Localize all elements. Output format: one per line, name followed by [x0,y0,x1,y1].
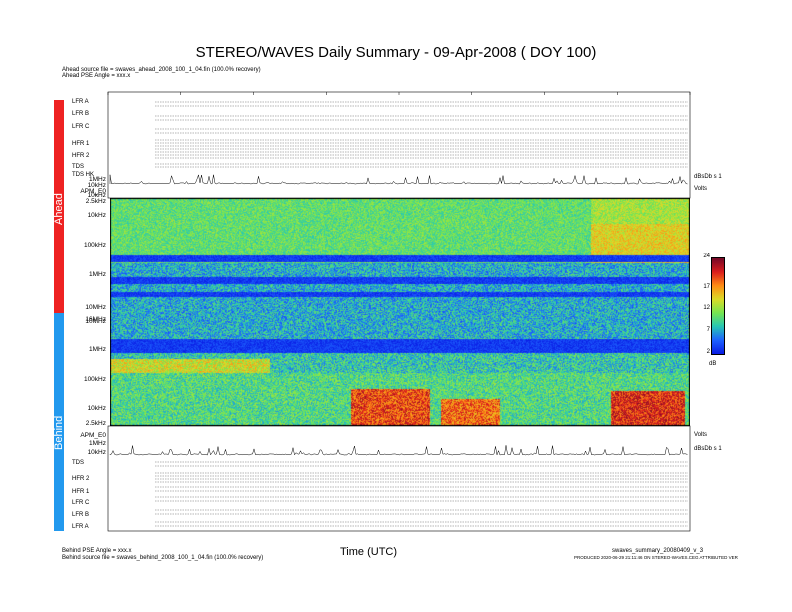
behind-freq-label: 1MHz [89,346,106,353]
ahead-pse-angle: Ahead PSE Angle = xxx.x [62,73,131,79]
ahead-row-label: LFR C [72,124,90,130]
ahead-freq-label: 2.5kHz [85,198,106,205]
behind-mini-label: APM_E0 [80,432,106,439]
ahead-row-label: LFR B [72,111,90,117]
behind-row-label: LFR C [72,500,90,506]
ahead-source-file: Ahead source file = swaves_ahead_2008_10… [62,67,261,73]
behind-row-label: TDS [72,460,84,466]
ahead-mini-label: 10kHz [87,182,106,189]
ahead-behind-spectrogram [110,198,690,426]
behind-mini-label: 10kHz [87,449,106,456]
behind-pse-angle: Behind PSE Angle = xxx.x [62,548,132,554]
colorbar-tick-label: 24 [703,253,710,259]
colorbar-tick-label: 12 [703,305,710,312]
ahead-panel-frame [107,91,691,199]
colorbar [711,257,725,355]
ahead-mini-label: APM_E0 [80,188,106,195]
produced-line: PRODUCED 2020-06-29 21:11:46 ON STEREO-W… [574,555,738,560]
behind-tds-trace [109,445,688,456]
behind-freq-label: 2.5kHz [85,420,106,427]
colorbar-tick-label: 17 [703,283,710,290]
ahead-mini-label: 10kHz [87,192,106,199]
behind-sidebar [54,313,64,531]
ahead-tds-trace [109,173,688,185]
x-axis-title: Time (UTC) [340,546,398,558]
behind-freq-label: 10kHz [87,405,106,412]
colorbar-tick-label: 7 [706,327,710,334]
behind-freq-label: 100kHz [83,376,106,383]
ahead-row-label: HFR 1 [72,141,90,147]
ahead-row-label: HFR 2 [72,153,90,159]
ahead-freq-label: 100kHz [83,242,106,249]
behind-row-label: LFR B [72,512,90,518]
ahead-freq-label: 10kHz [87,212,106,219]
ahead-mini-label: 1MHz [89,176,106,183]
ahead-dbsdb-label: dBsDb s 1 [694,174,722,180]
behind-volts-label: Volts [694,432,708,438]
behind-row-label: LFR A [72,524,89,530]
colorbar-tick-label: 2 [706,349,710,355]
behind-row-label: HFR 1 [72,489,90,495]
ahead-sidebar [54,100,64,313]
ahead-freq-label: 10MHz [85,304,106,311]
ahead-volts-label: Volts [694,186,708,192]
behind-freq-label: 10MHz [85,318,106,325]
behind-dbsdb-label: dBsDb s 1 [694,446,722,452]
ahead-freq-label: 1MHz [89,271,106,278]
colorbar-unit: dB [709,361,717,367]
ahead-row-label: TDS [72,164,84,170]
ahead-freq-label: 16MHz [85,316,106,323]
behind-row-label: HFR 2 [72,476,90,482]
behind-mini-label: 1MHz [89,440,106,447]
behind-panel-frame [107,425,691,532]
behind-source-file: Behind source file = swaves_behind_2008_… [62,555,264,561]
ahead-row-label: TDS HK [72,172,95,178]
summary-file: swaves_summary_20080409_v_3 [612,548,704,554]
ahead-row-label: LFR A [72,99,89,105]
page-title: STEREO/WAVES Daily Summary - 09-Apr-2008… [195,44,597,61]
